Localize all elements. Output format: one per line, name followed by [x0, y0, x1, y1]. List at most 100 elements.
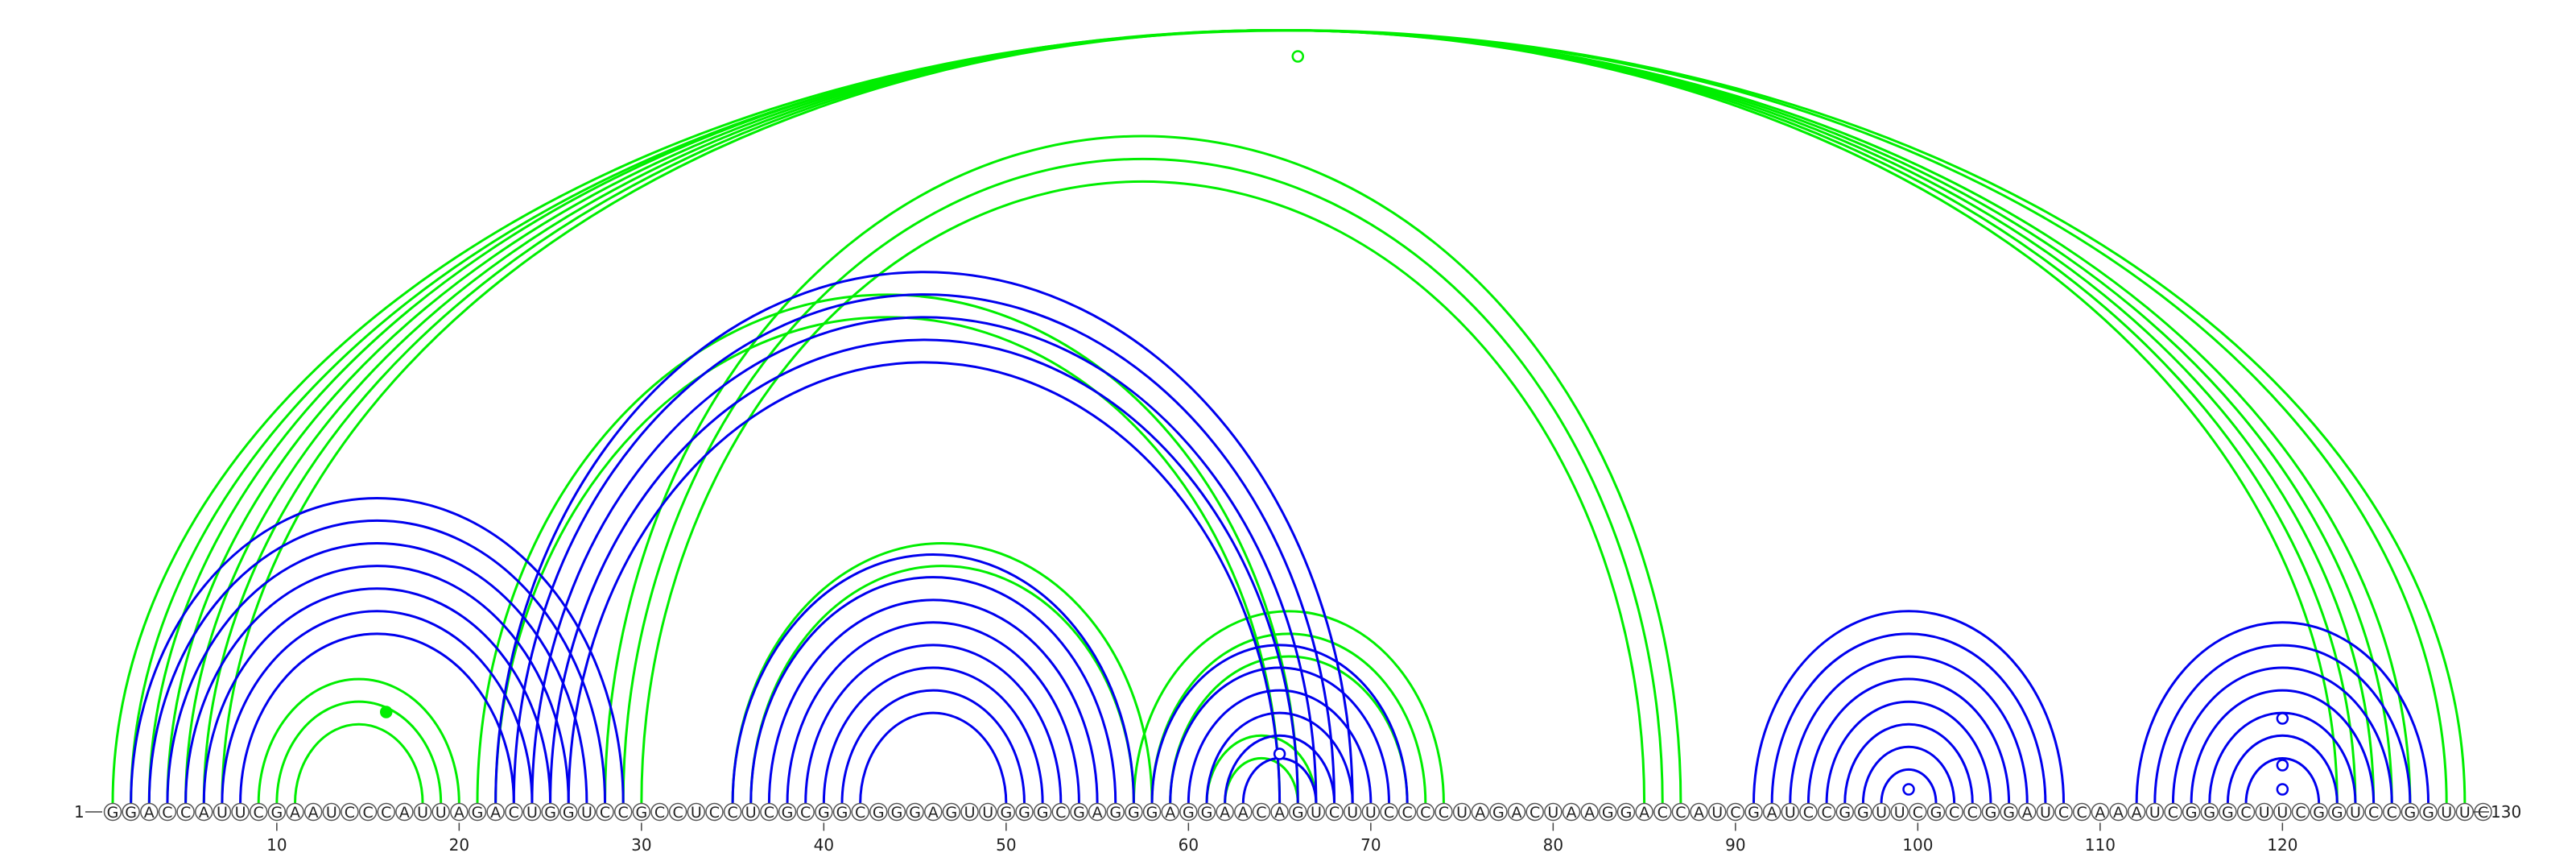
structure-a-arc	[1825, 700, 1992, 804]
nucleotide-letter: C	[600, 804, 610, 822]
nucleotide: G	[2000, 802, 2018, 822]
nucleotide: U	[2437, 802, 2456, 822]
nucleotide: G	[1616, 802, 1636, 822]
nucleotide: U	[1307, 802, 1326, 822]
structure-a-arc	[184, 565, 570, 804]
nucleotide-letter: A	[490, 804, 501, 822]
nucleotide-letter: G	[2186, 804, 2198, 822]
nucleotide-letter: C	[180, 804, 191, 822]
arc-markers	[380, 50, 2289, 796]
structure-a-arc	[494, 271, 1354, 804]
nucleotide: U	[960, 802, 979, 822]
nucleotide: G	[1926, 802, 1946, 822]
nucleotide: G	[832, 802, 852, 822]
nucleotide: G	[815, 802, 833, 822]
nucleotide-letter: C	[2387, 804, 2397, 822]
nucleotide-letter: U	[417, 804, 428, 822]
nucleotide-letter: G	[891, 804, 903, 822]
nucleotide: C	[1051, 802, 1071, 822]
nucleotide: U	[2346, 802, 2365, 822]
nucleotide-letter: G	[836, 804, 848, 822]
tick-label: 120	[2267, 835, 2297, 855]
nucleotide-letter: U	[1311, 804, 1322, 822]
nucleotide-letter: C	[2077, 804, 2087, 822]
nucleotide-letter: C	[1949, 804, 1959, 822]
nucleotide: G	[942, 802, 961, 822]
structure-b-arc	[1205, 734, 1318, 804]
nucleotide-letter: G	[1620, 804, 1633, 822]
nucleotide-letter: G	[125, 804, 137, 822]
structure-a-arc	[1770, 632, 2047, 804]
nucleotide-letter: C	[381, 804, 391, 822]
nucleotide-letter: C	[2478, 804, 2488, 822]
nucleotide-letter: G	[1146, 804, 1158, 822]
nucleotide-letter: U	[436, 804, 447, 822]
nucleotide-letter: C	[345, 804, 355, 822]
structure-b-arcs	[113, 30, 2465, 803]
arc-marker	[2276, 712, 2289, 725]
nucleotide: U	[2455, 802, 2475, 822]
nucleotide: C	[1397, 802, 1417, 822]
nucleotide-letter: C	[2240, 804, 2251, 822]
nucleotide-letter: C	[2368, 804, 2379, 822]
nucleotide: C	[1252, 802, 1271, 822]
nucleotide: U	[978, 802, 997, 822]
structure-a-arc	[530, 316, 1318, 804]
nucleotide: C	[1671, 802, 1690, 822]
nucleotide: G	[2200, 802, 2219, 822]
tick-label: 50	[996, 835, 1016, 855]
structure-a-arc	[239, 632, 515, 804]
nucleotide: A	[1762, 802, 1781, 822]
structure-a-arc	[221, 610, 534, 804]
nucleotide-letter: C	[1913, 804, 1923, 822]
position-axis: 10 20 30 40 50 60 70 80 90 100 110 120	[266, 822, 2297, 855]
tick-label: 110	[2085, 835, 2116, 855]
structure-a-arc	[2135, 621, 2430, 804]
structure-a-arc	[2226, 734, 2339, 804]
nucleotide-letter: C	[618, 804, 629, 822]
nucleotide: C	[668, 802, 687, 822]
nucleotide: A	[286, 802, 304, 822]
structure-a-arc	[804, 644, 1063, 804]
nucleotide: G	[1981, 802, 2000, 822]
nucleotide: A	[1562, 802, 1581, 822]
nucleotide: G	[559, 802, 578, 822]
nucleotide: C	[2072, 802, 2091, 822]
nucleotide-letter: U	[1365, 804, 1377, 822]
nucleotide: G	[1033, 802, 1052, 822]
nucleotide-letter: U	[2277, 804, 2288, 822]
structure-b-arc	[604, 135, 1682, 804]
nucleotide: C	[1945, 802, 1963, 822]
nucleotide-letter: G	[1037, 804, 1049, 822]
structure-a-arc	[731, 553, 1135, 804]
nucleotide-letter: A	[1767, 804, 1777, 822]
nucleotide: G	[2401, 802, 2420, 822]
structure-a-arc	[2244, 756, 2321, 804]
nucleotide: C	[1963, 802, 1982, 822]
nucleotide-letter: C	[1420, 804, 1430, 822]
nucleotide: G	[1125, 802, 1143, 822]
nucleotide: U	[522, 802, 542, 822]
nucleotide-letter: A	[2095, 804, 2105, 822]
nucleotide: C	[796, 802, 815, 822]
nucleotide-letter: C	[1402, 804, 1413, 822]
nucleotide-letter: A	[1274, 804, 1285, 822]
nucleotide: U	[1872, 802, 1891, 822]
arc-marker	[2276, 759, 2289, 772]
nucleotide-letter: C	[254, 804, 264, 822]
nucleotide-letter: G	[107, 804, 119, 822]
nucleotide: A	[1088, 802, 1107, 822]
nucleotide: C	[1525, 802, 1544, 822]
nucleotide-letter: U	[1894, 804, 1905, 822]
nucleotide: U	[2255, 802, 2273, 822]
nucleotide-letter: A	[399, 804, 410, 822]
nucleotide: A	[450, 802, 469, 822]
nucleotide-letter: C	[509, 804, 519, 822]
nucleotide-letter: G	[563, 804, 575, 822]
structure-a-arc	[202, 587, 552, 804]
nucleotide-letter: G	[270, 804, 283, 822]
nucleotide: G	[1854, 802, 1872, 822]
nucleotide-letter: U	[1456, 804, 1468, 822]
nucleotide-letter: A	[1567, 804, 1577, 822]
structure-a-arc	[567, 361, 1282, 804]
